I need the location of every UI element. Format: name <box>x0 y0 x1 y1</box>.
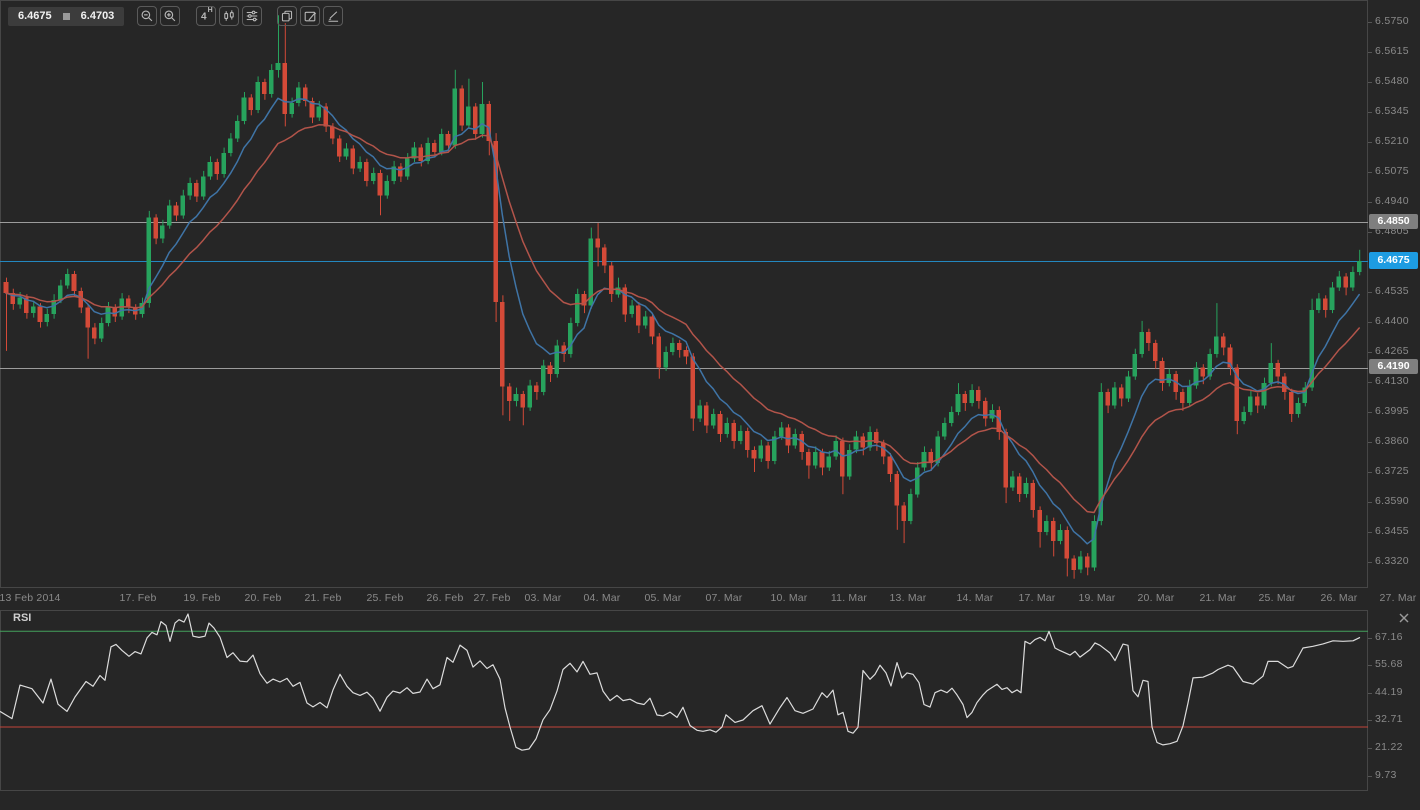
price-tick-label: 6.4940 <box>1375 195 1409 207</box>
time-tick-label: 03. Mar <box>524 592 562 604</box>
chart-settings-group: 4H <box>196 6 265 26</box>
time-axis[interactable]: 13 Feb 2014 17. Feb 19. Feb 20. Feb 21. Feb 2… <box>0 588 1420 608</box>
price-tick-label: 6.4535 <box>1375 285 1409 297</box>
time-tick-label: 27. Mar <box>1379 592 1417 604</box>
price-tick-label: 6.4130 <box>1375 375 1409 387</box>
edit-icon <box>304 11 317 22</box>
zoom-in-button[interactable] <box>160 6 181 26</box>
price-tick-label: 6.3995 <box>1375 405 1409 417</box>
price-tick-label: 6.5075 <box>1375 165 1409 177</box>
time-tick-label: 19. Feb <box>183 592 221 604</box>
ask-price: 6.4703 <box>80 10 115 22</box>
rsi-tick-label: 67.16 <box>1375 631 1403 643</box>
pencil-icon <box>328 11 339 22</box>
price-tick-label: 6.3860 <box>1375 435 1409 447</box>
rsi-tick-label: 9.73 <box>1375 769 1397 781</box>
draw-button[interactable] <box>323 6 344 26</box>
current-price-badge: 6.4675 <box>1369 252 1418 269</box>
price-level-badge: 6.4850 <box>1369 214 1418 229</box>
price-tick-label: 6.3590 <box>1375 495 1409 507</box>
time-tick-label: 11. Mar <box>830 592 868 604</box>
edit-chart-button[interactable] <box>300 6 321 26</box>
rsi-close-button[interactable] <box>1394 608 1414 628</box>
candlestick-icon <box>224 10 235 21</box>
timeframe-label: 4H <box>201 6 213 23</box>
rsi-axis[interactable]: 67.16 55.68 44.19 32.71 21.22 9.73 <box>1368 608 1420 791</box>
time-tick-label: 26. Mar <box>1320 592 1358 604</box>
time-tick-label: 13 Feb 2014 <box>0 592 61 604</box>
price-tick-label: 6.3725 <box>1375 465 1409 477</box>
time-tick-label: 21. Mar <box>1199 592 1237 604</box>
rsi-tick-label: 21.22 <box>1375 741 1403 753</box>
price-tick-label: 6.5210 <box>1375 135 1409 147</box>
close-icon <box>1399 613 1409 623</box>
time-tick-label: 20. Feb <box>244 592 282 604</box>
price-axis[interactable]: 6.5750 6.5615 6.5480 6.5345 6.5210 6.5075 6.49… <box>1368 0 1420 588</box>
time-tick-label: 13. Mar <box>889 592 927 604</box>
chart-toolbar: 6.4675 6.4703 4H <box>8 5 346 27</box>
copy-icon <box>282 10 293 22</box>
time-tick-label: 25. Feb <box>366 592 404 604</box>
bid-price: 6.4675 <box>18 10 52 22</box>
zoom-out-button[interactable] <box>137 6 158 26</box>
time-tick-label: 04. Mar <box>583 592 621 604</box>
rsi-indicator-label: RSI <box>13 612 32 624</box>
zoom-button-group <box>137 6 183 26</box>
time-tick-label: 21. Feb <box>304 592 342 604</box>
rsi-tick-label: 44.19 <box>1375 686 1403 698</box>
annotation-group <box>277 6 346 26</box>
indicators-button[interactable] <box>242 6 263 26</box>
time-tick-label: 17. Mar <box>1018 592 1056 604</box>
time-tick-label: 19. Mar <box>1078 592 1116 604</box>
time-tick-label: 10. Mar <box>770 592 808 604</box>
time-tick-label: 05. Mar <box>644 592 682 604</box>
price-tick-label: 6.5750 <box>1375 15 1409 27</box>
time-tick-label: 17. Feb <box>119 592 157 604</box>
time-tick-label: 20. Mar <box>1137 592 1175 604</box>
zoom-in-icon <box>164 10 176 22</box>
chart-type-candles-button[interactable] <box>219 6 240 26</box>
bid-ask-widget[interactable]: 6.4675 6.4703 <box>8 6 125 26</box>
spread-marker-icon <box>62 12 70 20</box>
time-tick-label: 14. Mar <box>956 592 994 604</box>
price-tick-label: 6.4400 <box>1375 315 1409 327</box>
time-tick-label: 27. Feb <box>473 592 511 604</box>
price-level-badge: 6.4190 <box>1369 359 1418 374</box>
zoom-out-icon <box>141 10 153 22</box>
time-tick-label: 26. Feb <box>426 592 464 604</box>
price-tick-label: 6.5615 <box>1375 45 1409 57</box>
rsi-tick-label: 55.68 <box>1375 658 1403 670</box>
time-tick-label: 25. Mar <box>1258 592 1296 604</box>
price-tick-label: 6.5345 <box>1375 105 1409 117</box>
sliders-icon <box>247 10 258 22</box>
price-tick-label: 6.3455 <box>1375 525 1409 537</box>
price-tick-label: 6.3320 <box>1375 555 1409 567</box>
timeframe-button[interactable]: 4H <box>196 6 217 26</box>
rsi-tick-label: 32.71 <box>1375 713 1403 725</box>
duplicate-chart-button[interactable] <box>277 6 298 26</box>
time-tick-label: 07. Mar <box>705 592 743 604</box>
price-tick-label: 6.5480 <box>1375 75 1409 87</box>
price-tick-label: 6.4265 <box>1375 345 1409 357</box>
